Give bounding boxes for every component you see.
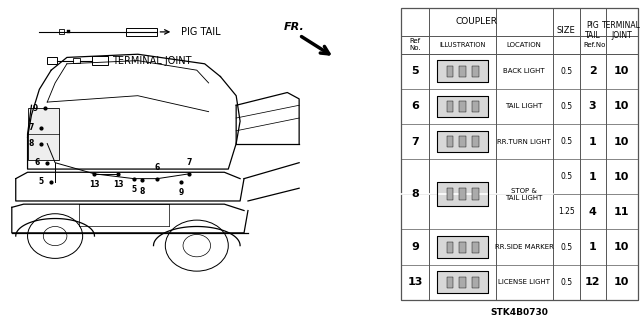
- Bar: [447, 136, 452, 147]
- Text: 0.5: 0.5: [560, 102, 572, 111]
- Bar: [436, 131, 488, 152]
- Text: TAIL LIGHT: TAIL LIGHT: [506, 103, 543, 109]
- Bar: [472, 277, 479, 288]
- Text: PIG TAIL: PIG TAIL: [181, 27, 221, 37]
- Bar: [447, 66, 452, 77]
- Text: 7: 7: [29, 123, 35, 132]
- Bar: [436, 236, 488, 258]
- Bar: [472, 66, 479, 77]
- Bar: [436, 60, 488, 82]
- Text: 9: 9: [412, 242, 419, 252]
- Text: BACK LIGHT: BACK LIGHT: [504, 68, 545, 74]
- Text: 12: 12: [585, 277, 600, 287]
- Text: SIZE: SIZE: [557, 26, 575, 35]
- Text: 1: 1: [589, 242, 596, 252]
- Bar: [460, 66, 466, 77]
- Bar: [460, 101, 466, 112]
- Bar: [472, 136, 479, 147]
- Text: 1: 1: [589, 172, 596, 182]
- Bar: [460, 242, 466, 253]
- Bar: [28, 108, 59, 160]
- Bar: [73, 58, 80, 63]
- Bar: [460, 188, 466, 200]
- Text: 10: 10: [614, 137, 629, 146]
- Text: Ref
No.: Ref No.: [410, 38, 421, 51]
- Bar: [436, 236, 488, 258]
- Text: 9: 9: [179, 188, 184, 197]
- Text: 10: 10: [614, 101, 629, 111]
- Text: 10: 10: [614, 172, 629, 182]
- Bar: [436, 271, 488, 293]
- Bar: [436, 271, 488, 293]
- Text: 2: 2: [589, 66, 596, 76]
- Text: FR.: FR.: [284, 22, 304, 32]
- Bar: [126, 28, 157, 36]
- Text: 6: 6: [35, 158, 40, 167]
- Text: 5: 5: [131, 185, 136, 194]
- Text: 9: 9: [33, 104, 38, 113]
- Text: 10: 10: [614, 242, 629, 252]
- Bar: [472, 188, 479, 200]
- Text: 6: 6: [412, 101, 419, 111]
- Text: 0.5: 0.5: [560, 278, 572, 287]
- Bar: [447, 242, 452, 253]
- Text: 13: 13: [89, 180, 100, 189]
- Text: 8: 8: [139, 187, 145, 196]
- Text: STOP &
TAIL LIGHT: STOP & TAIL LIGHT: [506, 188, 543, 201]
- Bar: [472, 242, 479, 253]
- Text: 6: 6: [155, 163, 160, 172]
- Bar: [436, 95, 488, 117]
- Text: 3: 3: [589, 101, 596, 111]
- Bar: [47, 57, 57, 64]
- Text: 7: 7: [412, 137, 419, 146]
- Text: LOCATION: LOCATION: [507, 42, 541, 48]
- Bar: [436, 60, 488, 82]
- Bar: [67, 30, 70, 33]
- Text: 1: 1: [589, 137, 596, 146]
- Text: 8: 8: [29, 139, 35, 148]
- Bar: [472, 101, 479, 112]
- Text: LICENSE LIGHT: LICENSE LIGHT: [498, 279, 550, 285]
- Text: STK4B0730: STK4B0730: [490, 308, 548, 317]
- Text: TERMINAL
JOINT: TERMINAL JOINT: [602, 21, 640, 41]
- Text: 13: 13: [408, 277, 423, 287]
- Bar: [436, 131, 488, 152]
- Text: 10: 10: [614, 277, 629, 287]
- Bar: [59, 29, 64, 34]
- Text: TERMINAL JOINT: TERMINAL JOINT: [112, 56, 191, 66]
- Bar: [93, 56, 108, 65]
- Text: 4: 4: [589, 207, 596, 217]
- Text: RR.SIDE MARKER: RR.SIDE MARKER: [495, 244, 554, 250]
- Text: 5: 5: [412, 66, 419, 76]
- Text: PIG
TAIL: PIG TAIL: [585, 21, 600, 41]
- Bar: [460, 277, 466, 288]
- Bar: [436, 95, 488, 117]
- Bar: [447, 101, 452, 112]
- Text: 0.5: 0.5: [560, 172, 572, 181]
- Text: 10: 10: [614, 66, 629, 76]
- Bar: [436, 182, 488, 206]
- Text: 0.5: 0.5: [560, 137, 572, 146]
- Text: 7: 7: [186, 159, 191, 167]
- Bar: [436, 182, 488, 206]
- Text: 1.25: 1.25: [557, 207, 575, 216]
- Text: Ref.No: Ref.No: [584, 42, 606, 48]
- Text: 13: 13: [113, 180, 124, 189]
- Text: 5: 5: [39, 177, 44, 186]
- Text: 0.5: 0.5: [560, 242, 572, 252]
- Text: 0.5: 0.5: [560, 67, 572, 76]
- Text: RR.TURN LIGHT: RR.TURN LIGHT: [497, 138, 551, 145]
- Text: ILLUSTRATION: ILLUSTRATION: [440, 42, 486, 48]
- Text: 11: 11: [614, 207, 629, 217]
- Bar: [447, 277, 452, 288]
- Bar: [460, 136, 466, 147]
- Text: COUPLER: COUPLER: [456, 17, 498, 26]
- Bar: [447, 188, 452, 200]
- Text: 8: 8: [412, 189, 419, 199]
